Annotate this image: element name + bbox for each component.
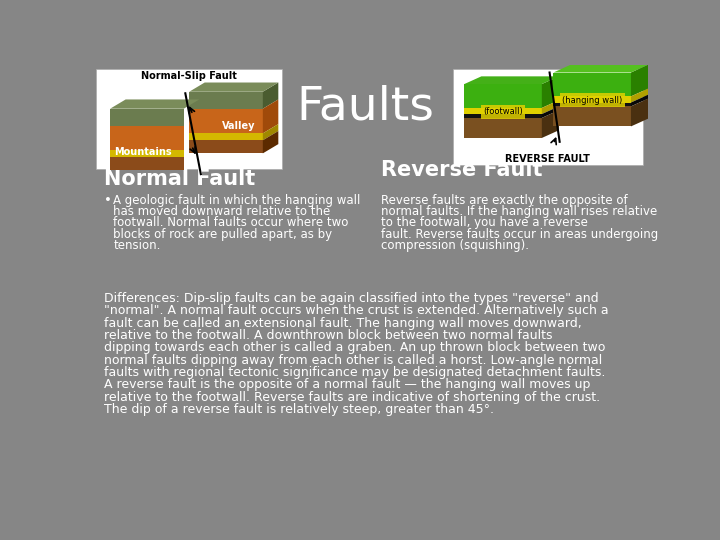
Polygon shape	[631, 89, 648, 103]
Text: Mountains: Mountains	[114, 147, 171, 157]
Text: REVERSE FAULT: REVERSE FAULT	[505, 154, 590, 164]
Polygon shape	[554, 106, 631, 126]
Text: Reverse Fault: Reverse Fault	[381, 160, 542, 180]
Polygon shape	[263, 83, 279, 109]
Polygon shape	[110, 157, 184, 170]
Polygon shape	[189, 83, 279, 92]
Text: (footwall): (footwall)	[483, 107, 523, 116]
Polygon shape	[189, 109, 263, 133]
Text: footwall. Normal faults occur where two: footwall. Normal faults occur where two	[113, 217, 348, 230]
Text: Normal Fault: Normal Fault	[104, 169, 255, 189]
Polygon shape	[464, 114, 542, 118]
Text: fault can be called an extensional fault. The hanging wall moves downward,: fault can be called an extensional fault…	[104, 316, 582, 329]
Polygon shape	[110, 150, 184, 157]
Text: tension.: tension.	[113, 239, 161, 252]
Polygon shape	[110, 126, 184, 150]
Polygon shape	[464, 118, 542, 138]
Text: Faults: Faults	[296, 85, 434, 130]
Polygon shape	[554, 103, 631, 106]
Text: dipping towards each other is called a graben. An up thrown block between two: dipping towards each other is called a g…	[104, 341, 606, 354]
Polygon shape	[263, 124, 279, 140]
Bar	[96, 69, 282, 169]
Polygon shape	[542, 76, 559, 108]
Bar	[453, 69, 642, 165]
Polygon shape	[542, 110, 559, 138]
Polygon shape	[110, 109, 184, 126]
Text: normal faults. If the hanging wall rises relative: normal faults. If the hanging wall rises…	[381, 205, 657, 218]
Text: Valley: Valley	[222, 120, 255, 131]
Text: A geologic fault in which the hanging wall: A geologic fault in which the hanging wa…	[113, 194, 361, 207]
Polygon shape	[631, 95, 648, 106]
Polygon shape	[189, 92, 263, 109]
Text: "normal". A normal fault occurs when the crust is extended. Alternatively such a: "normal". A normal fault occurs when the…	[104, 304, 608, 318]
Text: Normal-Slip Fault: Normal-Slip Fault	[141, 71, 237, 82]
Text: The dip of a reverse fault is relatively steep, greater than 45°.: The dip of a reverse fault is relatively…	[104, 403, 494, 416]
Polygon shape	[554, 72, 631, 96]
Text: blocks of rock are pulled apart, as by: blocks of rock are pulled apart, as by	[113, 228, 333, 241]
Text: normal faults dipping away from each other is called a horst. Low-angle normal: normal faults dipping away from each oth…	[104, 354, 602, 367]
Text: Differences: Dip-slip faults can be again classified into the types "reverse" an: Differences: Dip-slip faults can be agai…	[104, 292, 598, 305]
Polygon shape	[263, 131, 279, 153]
Text: compression (squishing).: compression (squishing).	[381, 239, 528, 252]
Text: faults with regional tectonic significance may be designated detachment faults.: faults with regional tectonic significan…	[104, 366, 606, 379]
Polygon shape	[189, 133, 263, 140]
Polygon shape	[542, 100, 559, 114]
Text: relative to the footwall. A downthrown block between two normal faults: relative to the footwall. A downthrown b…	[104, 329, 552, 342]
Polygon shape	[542, 106, 559, 118]
Polygon shape	[631, 99, 648, 126]
Text: has moved downward relative to the: has moved downward relative to the	[113, 205, 330, 218]
Text: fault. Reverse faults occur in areas undergoing: fault. Reverse faults occur in areas und…	[381, 228, 658, 241]
Polygon shape	[554, 96, 631, 103]
Text: •: •	[104, 194, 112, 207]
Polygon shape	[464, 76, 559, 84]
Text: Reverse faults are exactly the opposite of: Reverse faults are exactly the opposite …	[381, 194, 627, 207]
Polygon shape	[631, 65, 648, 96]
Polygon shape	[263, 99, 279, 133]
Text: (hanging wall): (hanging wall)	[562, 96, 622, 105]
Polygon shape	[554, 65, 648, 72]
Polygon shape	[464, 84, 542, 108]
Polygon shape	[464, 108, 542, 114]
Polygon shape	[110, 99, 199, 109]
Polygon shape	[189, 140, 263, 153]
Text: to the footwall, you have a reverse: to the footwall, you have a reverse	[381, 217, 588, 230]
Text: relative to the footwall. Reverse faults are indicative of shortening of the cru: relative to the footwall. Reverse faults…	[104, 390, 600, 403]
Text: A reverse fault is the opposite of a normal fault — the hanging wall moves up: A reverse fault is the opposite of a nor…	[104, 378, 590, 391]
